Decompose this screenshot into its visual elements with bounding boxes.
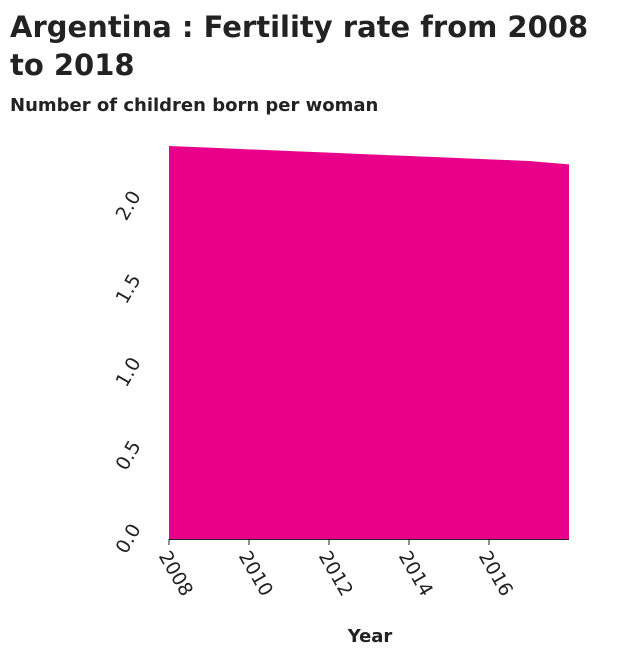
y-tick-label: 2.0	[111, 187, 145, 224]
y-tick-label: 0.5	[111, 437, 145, 474]
x-axis-ticks: 2008 2010 2012 2014 2016	[154, 539, 517, 600]
y-tick-label: 1.5	[111, 270, 145, 307]
x-tick-label: 2012	[314, 547, 357, 600]
y-tick-label: 0.0	[111, 520, 145, 557]
x-tick-label: 2016	[474, 547, 517, 600]
y-axis-ticks: 0.0 0.5 1.0 1.5 2.0	[111, 187, 145, 557]
chart-title: Argentina : Fertility rate from 2008 to …	[10, 10, 589, 82]
y-tick-label: 1.0	[111, 354, 145, 391]
y-axis-title: Number of children born per woman	[10, 95, 379, 116]
x-tick-label: 2014	[394, 547, 437, 600]
x-axis-title: Year	[347, 626, 393, 647]
area-series-fertility	[169, 146, 569, 539]
area-layer	[169, 146, 569, 539]
x-tick-label: 2008	[154, 547, 197, 600]
x-tick-label: 2010	[234, 547, 277, 600]
